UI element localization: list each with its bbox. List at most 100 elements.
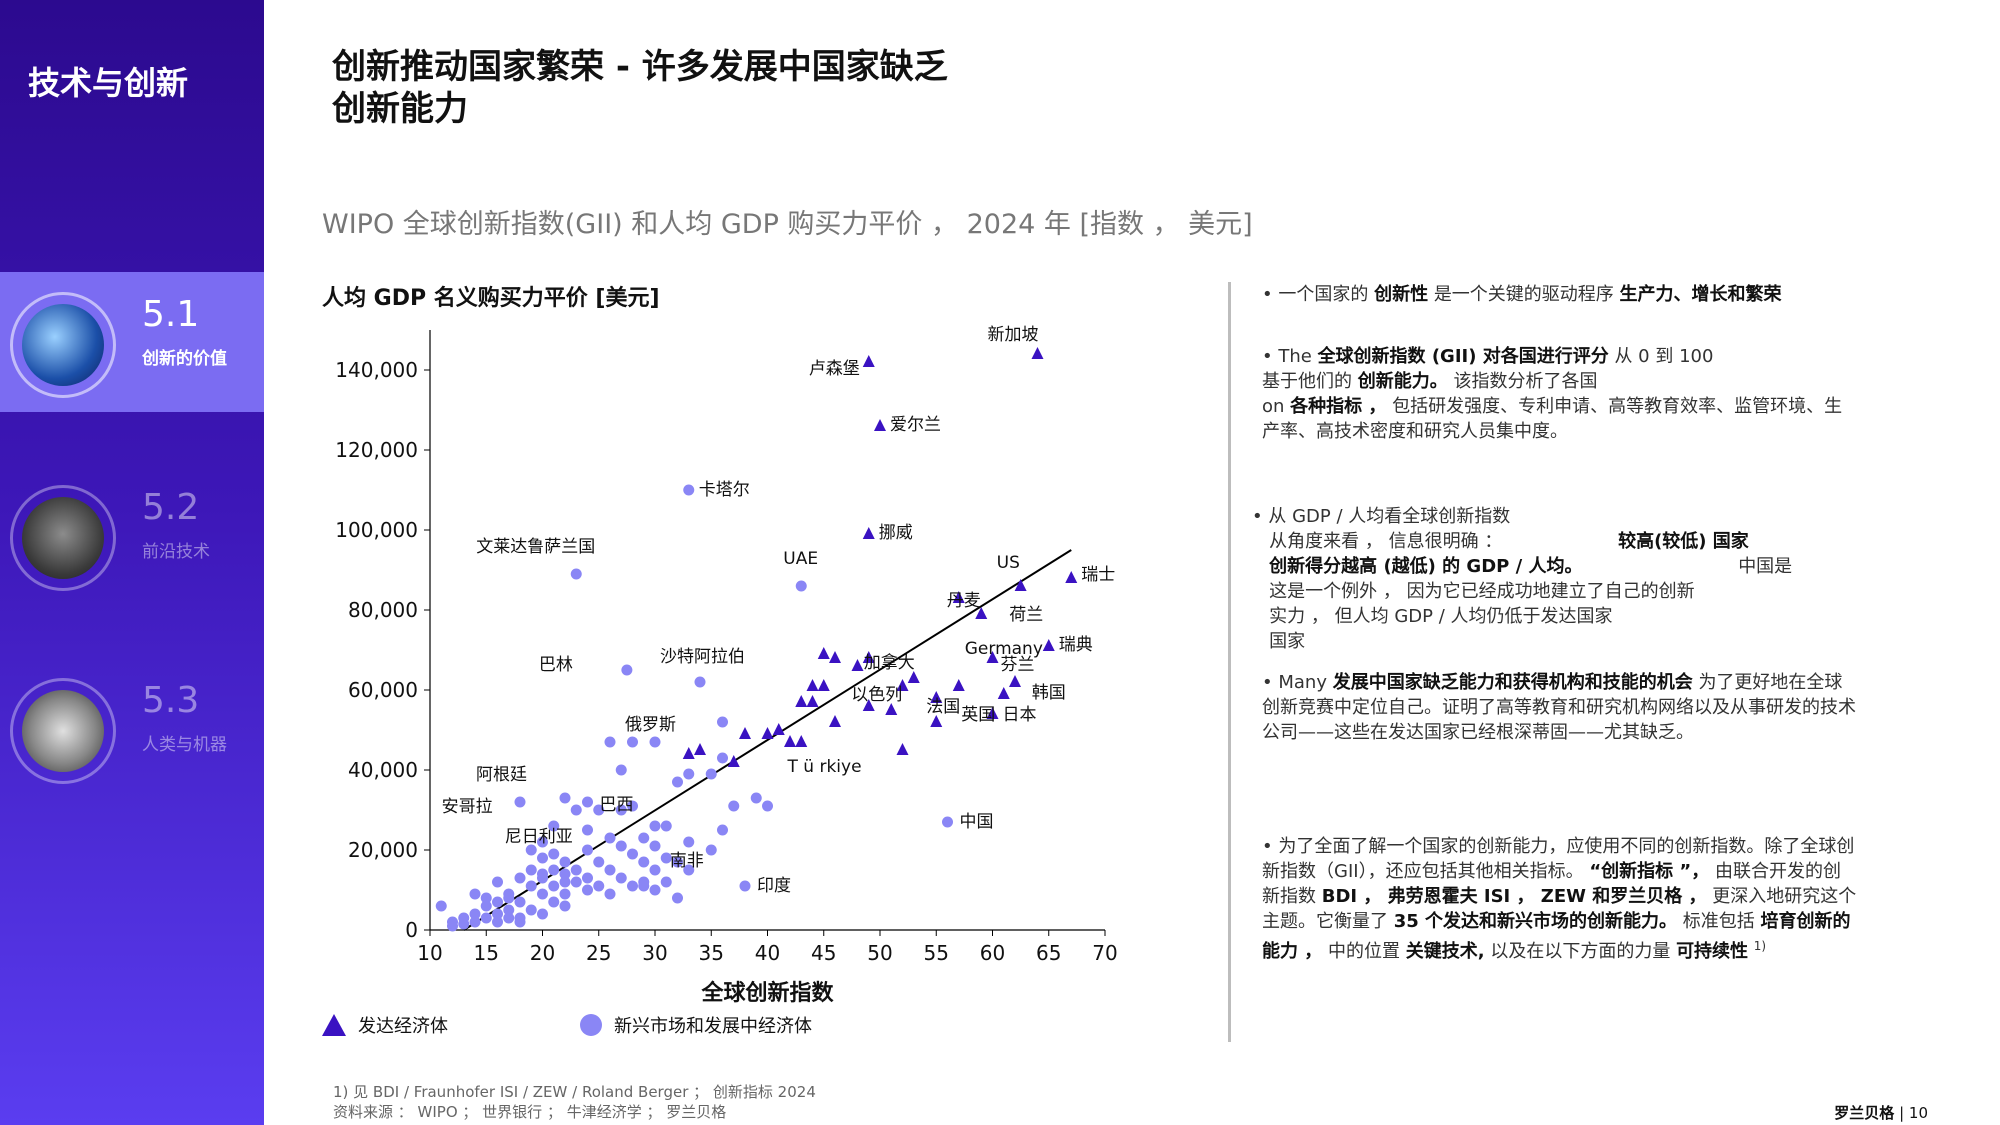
emerging-point	[615, 840, 627, 852]
bullet-2: • The 全球创新指数 (GII) 对各国进行评分 从 0 到 100 基于他…	[1262, 346, 1843, 442]
developed-point	[862, 699, 875, 711]
emerging-point	[525, 880, 537, 892]
developed-point	[682, 747, 695, 759]
annotation-label: 荷兰	[1009, 605, 1043, 625]
emerging-point	[604, 888, 616, 900]
emerging-point	[649, 840, 661, 852]
emerging-point	[627, 800, 638, 812]
emerging-point	[525, 904, 537, 916]
scatter-chart: 0 20,000 40,000 60,000 80,000 100,000 120,000 1…	[335, 325, 1117, 1006]
bullet-4: • Many 发展中国家缺乏能力和获得机构和技能的机会 为了更好地在全球 创新竞…	[1262, 672, 1856, 743]
annotation-label: 南非	[670, 851, 704, 871]
emerging-point	[750, 792, 762, 804]
nav-label: 人类与机器	[142, 735, 227, 755]
brand-name: 罗兰贝格	[1834, 1104, 1895, 1122]
emerging-point	[683, 864, 695, 876]
x-tick-label: 65	[1036, 941, 1061, 965]
annotation-label: 以色列	[851, 685, 902, 705]
emerging-point	[469, 916, 481, 928]
emerging-point	[514, 796, 526, 808]
emerging-point	[717, 716, 728, 728]
chart-subtitle: WIPO 全球创新指数(GII) 和人均 GDP 购买力平价 ， 2024 年 …	[322, 209, 1253, 240]
page-number: 10	[1908, 1104, 1928, 1122]
bullet-5: • 为了全面了解一个国家的创新能力，应使用不同的创新指数。除了全球创 新指数（G…	[1262, 836, 1857, 962]
legend-emerging: 新兴市场和发展中经济体	[580, 1012, 812, 1038]
emerging-point	[627, 736, 638, 748]
x-tick-label: 70	[1092, 941, 1117, 965]
emerging-point	[672, 892, 683, 904]
annotation-label: 俄罗斯	[625, 715, 676, 735]
annotation-label: 韩国	[1032, 683, 1066, 703]
x-tick-label: 45	[811, 941, 836, 965]
emerging-point	[615, 764, 627, 776]
frontier-tech-thumbnail-icon	[22, 497, 104, 579]
annotation-label: Germany	[965, 639, 1043, 659]
annotation-label: 爱尔兰	[890, 415, 941, 435]
emerging-point	[728, 800, 740, 812]
emerging-point	[683, 768, 695, 780]
emerging-point	[548, 820, 560, 832]
emerging-point	[627, 880, 638, 892]
emerging-point	[672, 776, 683, 788]
emerging-point	[649, 820, 661, 832]
developed-point	[862, 355, 875, 367]
emerging-point	[570, 864, 582, 876]
developed-point	[896, 743, 909, 755]
x-tick-label: 15	[474, 941, 499, 965]
nav-item-5-1[interactable]: 5.1 创新的价值	[0, 272, 264, 412]
emerging-point	[582, 796, 593, 808]
nav-item-5-3[interactable]: 5.3 人类与机器	[0, 658, 264, 798]
developed-point	[930, 691, 943, 703]
annotation-label: T ü rkiye	[787, 757, 862, 777]
emerging-point	[621, 664, 633, 676]
emerging-point	[593, 880, 605, 892]
developed-point	[1009, 675, 1021, 687]
source-line: 资料来源 ： WIPO ； 世界银行 ； 牛津经济学 ； 罗兰贝格	[333, 1103, 727, 1121]
emerging-point	[795, 580, 807, 592]
annotation-label: 日本	[1003, 705, 1037, 725]
nav-label: 前沿技术	[142, 542, 210, 562]
emerging-point	[604, 864, 616, 876]
emerging-point	[604, 736, 616, 748]
emerging-point	[942, 816, 953, 828]
emerging-point	[660, 820, 672, 832]
annotation-label: 沙特阿拉伯	[660, 647, 745, 667]
nav-item-5-2[interactable]: 5.2 前沿技术	[0, 465, 264, 605]
y-tick-label: 60,000	[348, 678, 418, 702]
annotation-label: 巴西	[600, 795, 634, 815]
developed-point	[1014, 579, 1027, 591]
annotation-label: 卡塔尔	[699, 480, 750, 500]
emerging-point	[649, 864, 661, 876]
legend-label-developed: 发达经济体	[358, 1016, 448, 1037]
emerging-point	[604, 832, 616, 844]
emerging-point	[570, 804, 582, 816]
annotation-label: 芬兰	[1001, 655, 1035, 675]
emerging-point	[548, 896, 560, 908]
emerging-point	[503, 912, 515, 924]
emerging-point	[548, 848, 560, 860]
developed-point	[885, 703, 898, 715]
page-info: 罗兰贝格 | 10	[1834, 1104, 1928, 1122]
emerging-point	[672, 856, 683, 868]
emerging-point	[593, 804, 605, 816]
annotation-label: 法国	[926, 697, 960, 717]
developed-point	[795, 695, 808, 707]
developed-point	[829, 651, 841, 663]
emerging-point	[660, 876, 672, 888]
developed-point	[930, 715, 943, 727]
developed-point	[761, 727, 774, 739]
developed-point	[694, 743, 706, 755]
emerging-point	[559, 888, 571, 900]
y-tick-label: 0	[405, 918, 418, 942]
developed-point	[806, 695, 819, 707]
page-title-line1: 创新推动国家繁荣 - 许多发展中国家缺乏	[332, 47, 948, 87]
developed-point	[952, 679, 965, 691]
emerging-point	[649, 884, 661, 896]
y-tick-label: 140,000	[335, 358, 418, 382]
emerging-point	[705, 768, 717, 780]
annotation-label: 英国	[961, 705, 995, 725]
annotation-label: 瑞典	[1059, 635, 1093, 655]
emerging-point	[559, 900, 571, 912]
footnote-line: 1) 见 BDI / Fraunhofer ISI / ZEW / Roland…	[333, 1083, 816, 1101]
emerging-point	[638, 856, 650, 868]
